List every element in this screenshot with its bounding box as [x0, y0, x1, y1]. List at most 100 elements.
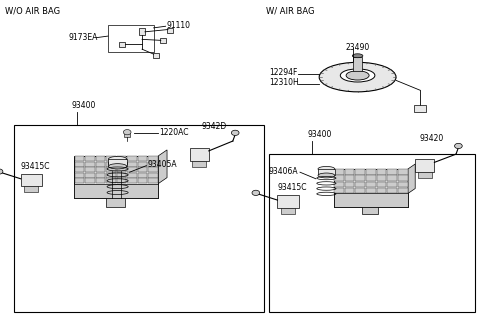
- Bar: [334, 169, 408, 207]
- Bar: [107, 156, 116, 161]
- Text: 93405A: 93405A: [147, 160, 177, 170]
- Bar: [318, 169, 335, 175]
- Bar: [366, 188, 376, 193]
- Text: 91110: 91110: [166, 21, 190, 30]
- Bar: [138, 178, 147, 183]
- Bar: [377, 181, 386, 187]
- Text: 93400: 93400: [307, 131, 332, 139]
- Text: 93400: 93400: [72, 101, 96, 110]
- Bar: [334, 181, 344, 187]
- Bar: [24, 186, 38, 192]
- Bar: [355, 181, 365, 187]
- Ellipse shape: [340, 69, 375, 82]
- Bar: [167, 28, 173, 33]
- Bar: [148, 167, 158, 172]
- Bar: [138, 156, 147, 161]
- Text: 93415C: 93415C: [21, 162, 50, 171]
- Polygon shape: [408, 164, 415, 194]
- Bar: [96, 162, 106, 167]
- Bar: [387, 175, 397, 181]
- Text: W/O AIR BAG: W/O AIR BAG: [5, 7, 60, 15]
- Bar: [353, 57, 362, 71]
- Text: 12310H: 12310H: [269, 78, 299, 87]
- Bar: [117, 162, 126, 167]
- Ellipse shape: [352, 54, 363, 58]
- Bar: [355, 175, 365, 181]
- Bar: [398, 188, 408, 193]
- Bar: [377, 188, 386, 193]
- Bar: [124, 133, 130, 137]
- Bar: [377, 169, 386, 175]
- Bar: [107, 167, 116, 172]
- Circle shape: [455, 143, 462, 149]
- Bar: [139, 28, 145, 35]
- Bar: [387, 181, 397, 187]
- Circle shape: [123, 130, 131, 135]
- Bar: [117, 167, 126, 172]
- Bar: [190, 148, 209, 161]
- Text: 12294F: 12294F: [269, 68, 297, 77]
- Bar: [108, 25, 154, 52]
- Bar: [192, 161, 206, 167]
- Bar: [334, 188, 344, 193]
- Text: 1220AC: 1220AC: [159, 128, 189, 137]
- Bar: [281, 208, 295, 214]
- Bar: [85, 167, 95, 172]
- Bar: [85, 162, 95, 167]
- Ellipse shape: [319, 62, 396, 92]
- Text: W/ AIR BAG: W/ AIR BAG: [266, 7, 315, 15]
- Ellipse shape: [318, 173, 335, 178]
- Polygon shape: [158, 150, 167, 183]
- Bar: [127, 173, 137, 178]
- Bar: [148, 178, 158, 183]
- Bar: [14, 125, 264, 312]
- Bar: [148, 156, 158, 161]
- Text: 9342D: 9342D: [202, 122, 227, 131]
- Text: 93406A: 93406A: [269, 167, 299, 176]
- Bar: [277, 195, 299, 208]
- Bar: [334, 175, 344, 181]
- Bar: [127, 156, 137, 161]
- Bar: [96, 178, 106, 183]
- Bar: [398, 181, 408, 187]
- Bar: [345, 181, 354, 187]
- Bar: [148, 173, 158, 178]
- Ellipse shape: [108, 156, 127, 162]
- Bar: [127, 167, 137, 172]
- Bar: [366, 169, 376, 175]
- Bar: [366, 175, 376, 181]
- Bar: [138, 162, 147, 167]
- Text: 93420: 93420: [420, 134, 444, 143]
- Bar: [117, 178, 126, 183]
- Ellipse shape: [108, 164, 127, 169]
- Ellipse shape: [346, 71, 369, 80]
- Bar: [148, 162, 158, 167]
- Bar: [108, 159, 127, 166]
- Bar: [418, 172, 432, 178]
- Bar: [117, 156, 126, 161]
- Bar: [387, 188, 397, 193]
- Bar: [269, 154, 475, 312]
- Bar: [21, 174, 42, 186]
- Bar: [96, 173, 106, 178]
- Bar: [75, 173, 84, 178]
- Bar: [117, 173, 126, 178]
- Bar: [96, 156, 106, 161]
- Bar: [398, 175, 408, 181]
- Bar: [414, 105, 426, 112]
- Bar: [415, 159, 434, 172]
- Bar: [75, 162, 84, 167]
- Text: 93415C: 93415C: [277, 183, 307, 192]
- Bar: [355, 169, 365, 175]
- Bar: [96, 167, 106, 172]
- Bar: [85, 173, 95, 178]
- Bar: [334, 169, 344, 175]
- Circle shape: [231, 130, 239, 135]
- Bar: [377, 175, 386, 181]
- Bar: [345, 169, 354, 175]
- Bar: [366, 181, 376, 187]
- Bar: [138, 167, 147, 172]
- Bar: [345, 188, 354, 193]
- Bar: [153, 53, 159, 58]
- Bar: [387, 169, 397, 175]
